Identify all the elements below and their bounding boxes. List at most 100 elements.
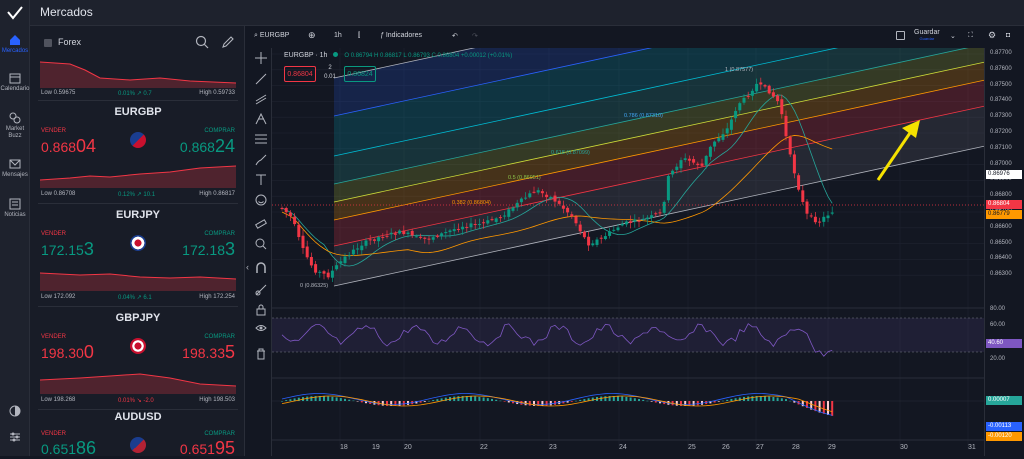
candle-body — [553, 195, 557, 202]
fib-channel[interactable] — [333, 48, 984, 287]
x-tick: 24 — [619, 444, 627, 451]
market-card[interactable]: Low 0.59675 0.01% ↗ 0.7 High 0.59733 — [38, 56, 238, 101]
change-value: 0.01% ↗ 0.7 — [118, 91, 152, 97]
candle-body — [288, 212, 292, 217]
candle-body — [633, 219, 637, 222]
crosshair-icon[interactable] — [255, 52, 267, 64]
candle-body — [755, 83, 759, 92]
macd-bar — [785, 399, 787, 401]
gear-icon[interactable]: ⚙ — [988, 30, 997, 40]
macd-bar — [604, 396, 607, 401]
buy-price[interactable]: 0.86824 — [180, 136, 235, 157]
candle-body — [767, 85, 771, 94]
search-icon[interactable] — [195, 35, 209, 54]
macd-bar — [709, 401, 712, 404]
fib-level-line — [333, 61, 984, 203]
nav-item-calendario[interactable]: Calendario — [0, 72, 30, 93]
buy-price-pips: 24 — [214, 136, 235, 156]
buy-button[interactable]: 0.86824 — [344, 66, 376, 82]
rsi-band — [272, 318, 984, 352]
nav-item-market-buzz[interactable]: Market Buzz — [0, 112, 30, 140]
market-card-gbpjpy[interactable]: GBPJPY VENDER COMPRAR 198.300 198.335 Lo… — [38, 308, 238, 410]
rsi-tick: 20.00 — [990, 356, 1006, 362]
settings-sliders-icon[interactable] — [9, 430, 21, 448]
chevron-down-icon[interactable]: ⌄ — [950, 33, 956, 40]
nav-item-mensajes[interactable]: Mensajes — [0, 158, 30, 179]
macd-bar — [491, 398, 493, 401]
pitchfork-icon[interactable] — [255, 113, 267, 125]
symbol-search-button[interactable]: ⌕ EURGBP — [254, 32, 289, 40]
brush-icon[interactable] — [255, 154, 267, 166]
macd-label: -0.00113 — [986, 422, 1022, 431]
draw-mode-icon[interactable] — [255, 284, 267, 296]
sell-label: VENDER — [41, 334, 67, 340]
market-card-audusd[interactable]: AUDUSD VENDER COMPRAR 0.65186 0.65195 — [38, 411, 238, 459]
candle-body — [545, 194, 549, 198]
macd-bar — [352, 400, 355, 402]
candle-body — [444, 231, 448, 234]
candle-body — [314, 264, 318, 273]
undo-icon[interactable]: ↶ — [452, 33, 458, 40]
fib-label-1: 1 (0.87577) — [725, 67, 754, 73]
chart-type-icon[interactable]: ⫿ — [358, 32, 361, 39]
text-icon[interactable] — [255, 174, 267, 186]
macd-bar — [688, 401, 691, 406]
market-card-eurjpy[interactable]: EURJPY VENDER COMPRAR 172.153 172.183 Lo… — [38, 205, 238, 307]
interval-button[interactable]: 1h — [334, 32, 342, 39]
add-symbol-icon[interactable]: ⊕ — [308, 30, 316, 40]
sell-price[interactable]: 0.65186 — [41, 438, 96, 459]
category-selector[interactable]: Forex — [44, 37, 81, 47]
eye-icon[interactable] — [255, 322, 267, 334]
x-tick: 27 — [756, 444, 764, 451]
price-tick: 0.87400 — [990, 97, 1012, 104]
sell-price[interactable]: 0.86804 — [41, 136, 96, 157]
save-button[interactable]: Guardar Guardar — [914, 29, 940, 41]
edit-icon[interactable] — [221, 35, 235, 54]
fullscreen-icon[interactable]: ⛶ — [968, 32, 973, 39]
sell-price-main: 198.30 — [41, 345, 84, 361]
save-sublabel: Guardar — [919, 36, 935, 41]
indicators-label: Indicadores — [385, 32, 423, 39]
indicators-button[interactable]: ƒ Indicadores — [380, 32, 422, 39]
x-tick: 18 — [340, 444, 348, 451]
macd-bar — [659, 401, 661, 404]
sell-price[interactable]: 198.300 — [41, 342, 94, 363]
collapse-panel-icon[interactable]: ‹ — [246, 262, 249, 272]
macd-label: 0.00007 — [986, 396, 1022, 405]
fib-level-line — [333, 105, 984, 247]
status-dot-icon — [333, 52, 339, 57]
price-axis[interactable] — [984, 48, 1024, 456]
emoji-icon[interactable] — [255, 194, 267, 206]
buy-price[interactable]: 0.65195 — [180, 438, 235, 459]
fib-label-0618: 0.618 (0.87099) — [551, 150, 590, 156]
channel-icon[interactable] — [255, 93, 267, 105]
buy-price[interactable]: 172.183 — [182, 239, 235, 260]
moving-averages — [281, 94, 833, 267]
redo-icon[interactable]: ↷ — [472, 33, 478, 40]
symbol-name: EURGBP — [114, 106, 162, 118]
sell-button[interactable]: 0.86804 — [284, 66, 316, 82]
x-tick: 26 — [722, 444, 730, 451]
trend-line-icon[interactable] — [255, 73, 267, 85]
candle-body — [330, 270, 334, 278]
sell-price-main: 172.15 — [41, 242, 84, 258]
candle-body — [591, 243, 595, 246]
fib-level-line — [333, 48, 969, 185]
ruler-icon[interactable] — [255, 218, 267, 230]
fib-retracement-icon[interactable] — [255, 133, 267, 145]
nav-item-noticias[interactable]: Noticias — [0, 198, 30, 219]
sell-price[interactable]: 172.153 — [41, 239, 94, 260]
market-card-eurgbp[interactable]: EURGBP VENDER COMPRAR 0.86804 0.86824 Lo… — [38, 102, 238, 204]
theme-toggle-icon[interactable] — [9, 404, 21, 422]
camera-icon[interactable]: ◘ — [1006, 32, 1011, 39]
trash-icon[interactable] — [255, 348, 267, 360]
lock-icon[interactable] — [255, 304, 267, 316]
magnet-icon[interactable] — [255, 262, 267, 274]
macd-bar — [482, 397, 485, 401]
nav-item-mercados[interactable]: Mercados — [0, 34, 30, 55]
layout-icon[interactable] — [896, 31, 905, 42]
buy-price[interactable]: 198.335 — [182, 342, 235, 363]
price-chart[interactable] — [272, 48, 984, 456]
zoom-icon[interactable] — [255, 238, 267, 250]
macd-bar — [512, 401, 514, 404]
